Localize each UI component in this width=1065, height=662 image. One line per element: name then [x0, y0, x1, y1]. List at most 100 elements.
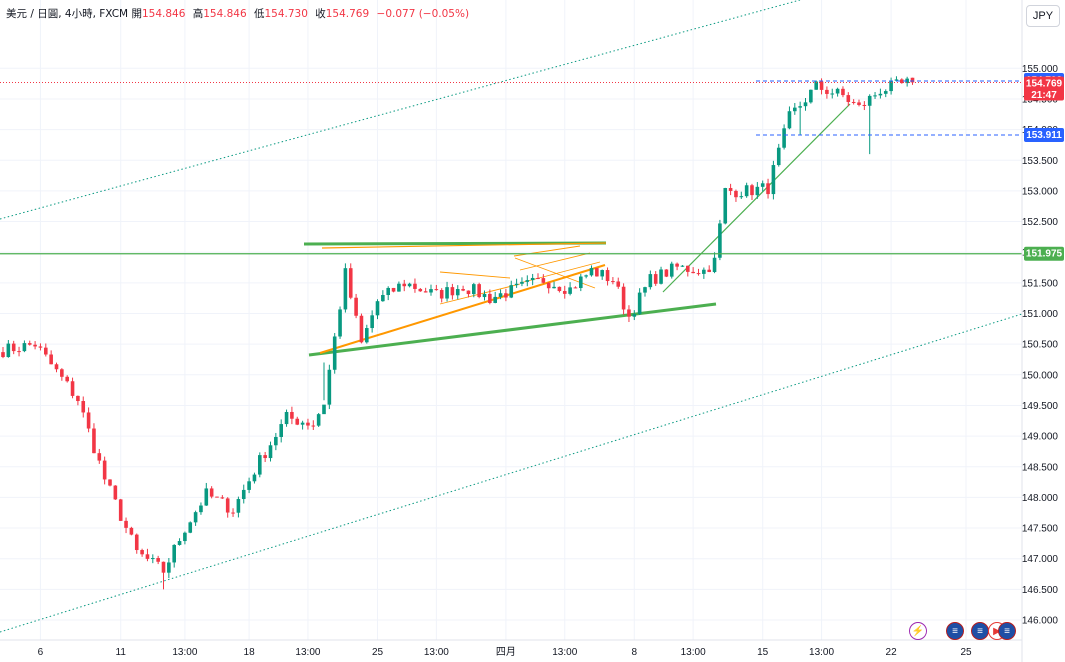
- us-flag-icon[interactable]: ≡: [971, 622, 989, 640]
- candle-body: [338, 309, 342, 337]
- candle-body: [814, 81, 818, 90]
- candle-body: [889, 80, 893, 92]
- candle: [803, 97, 808, 111]
- last-price-tag-text: 154.769: [1026, 78, 1063, 89]
- candle-body: [841, 88, 845, 96]
- candle: [108, 479, 112, 487]
- candle: [439, 288, 444, 303]
- channel-line-lower: [0, 313, 1023, 633]
- candle: [247, 477, 251, 494]
- candle: [472, 282, 476, 298]
- candle-body: [418, 288, 423, 292]
- candle-body: [472, 284, 476, 295]
- candle: [878, 88, 883, 99]
- us-flag-icon[interactable]: ≡: [998, 622, 1016, 640]
- change-value: −0.077 (−0.05%): [376, 8, 470, 20]
- candle: [311, 420, 316, 431]
- candle-body: [825, 89, 829, 94]
- candle: [664, 269, 669, 278]
- candle-body: [734, 190, 738, 198]
- candle: [605, 267, 610, 286]
- candle-body: [113, 485, 118, 500]
- candle: [466, 290, 471, 298]
- candle: [498, 289, 503, 300]
- candle-body: [199, 505, 203, 513]
- y-tick-label: 151.000: [1022, 309, 1059, 320]
- candle-body: [290, 411, 294, 419]
- candle-body: [718, 223, 722, 258]
- candle: [381, 290, 385, 302]
- candle: [450, 283, 455, 300]
- candle-body: [102, 460, 107, 480]
- candle: [322, 362, 326, 415]
- candle: [541, 274, 546, 284]
- currency-button[interactable]: JPY: [1026, 5, 1060, 27]
- candle: [429, 284, 433, 296]
- candle-body: [252, 474, 257, 482]
- candle-body: [611, 281, 615, 283]
- candle-body: [81, 401, 86, 413]
- candle-body: [124, 520, 128, 528]
- candle: [798, 101, 802, 136]
- candle-body: [354, 297, 358, 316]
- lightning-icon[interactable]: ⚡: [909, 622, 927, 640]
- candle-body: [306, 422, 310, 426]
- candle-body: [381, 295, 385, 302]
- candle: [686, 265, 690, 277]
- candle: [616, 277, 621, 289]
- candle-body: [776, 147, 781, 166]
- candle: [525, 275, 530, 287]
- candle-body: [225, 498, 230, 513]
- candle-body: [809, 89, 813, 103]
- candle-body: [873, 95, 877, 97]
- candle-body: [568, 287, 572, 294]
- candle-body: [375, 301, 380, 316]
- us-flag-icon[interactable]: ≡: [946, 622, 964, 640]
- candle: [1, 347, 5, 359]
- candle: [113, 485, 118, 500]
- candle: [900, 78, 904, 84]
- candle: [552, 281, 556, 289]
- candle: [862, 101, 867, 111]
- candle-body: [579, 276, 583, 289]
- y-tick-label: 153.500: [1022, 156, 1059, 167]
- candle: [536, 273, 540, 280]
- candle: [530, 273, 535, 286]
- candle-body: [488, 293, 492, 303]
- y-tick-label: 151.500: [1022, 278, 1059, 289]
- pattern-line: [321, 242, 607, 249]
- y-tick-label: 153.000: [1022, 186, 1059, 197]
- candle: [883, 89, 888, 98]
- candle-body: [573, 287, 578, 289]
- candle-body: [258, 455, 262, 475]
- candle: [81, 396, 86, 418]
- candle-body: [680, 265, 685, 267]
- candle-body: [557, 286, 562, 292]
- candle-body: [589, 268, 594, 276]
- candle-body: [509, 285, 514, 298]
- candle: [643, 286, 647, 297]
- candle: [712, 252, 717, 274]
- candle-body: [247, 481, 251, 490]
- candle-body: [552, 286, 556, 289]
- candle-body: [766, 183, 770, 195]
- candle: [140, 548, 144, 557]
- x-tick-label: 25: [960, 647, 972, 658]
- candle-body: [643, 287, 647, 293]
- candle-body: [445, 287, 449, 299]
- candle: [338, 306, 342, 339]
- candle: [562, 285, 567, 299]
- candle-body: [27, 343, 32, 345]
- candle: [295, 416, 300, 426]
- candle-body: [728, 188, 733, 191]
- candle: [423, 287, 428, 293]
- candle: [263, 451, 267, 463]
- candle-body: [54, 364, 59, 370]
- symbol-name: 美元 / 日圓, 4小時, FXCM: [6, 8, 129, 20]
- candle: [889, 77, 893, 95]
- candle-body: [38, 346, 43, 348]
- candle: [231, 508, 235, 517]
- candle-body: [819, 81, 824, 90]
- candle: [316, 412, 321, 427]
